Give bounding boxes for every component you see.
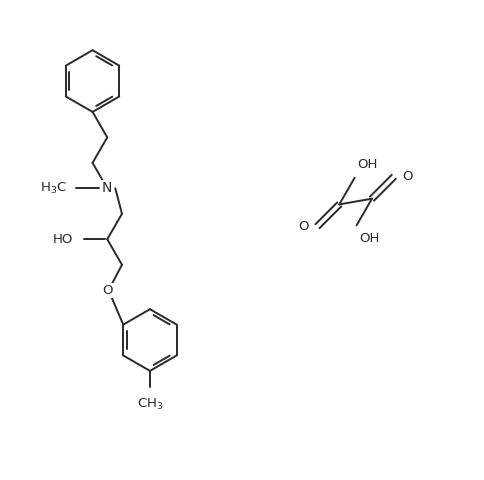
Text: CH$_3$: CH$_3$ [136,397,163,412]
Text: HO: HO [53,233,73,246]
Text: OH: OH [359,232,379,245]
Text: O: O [402,170,413,183]
Text: N: N [102,181,112,195]
Text: O: O [299,220,309,233]
Text: O: O [102,284,112,297]
Text: OH: OH [357,157,378,170]
Text: H$_3$C: H$_3$C [40,181,67,196]
